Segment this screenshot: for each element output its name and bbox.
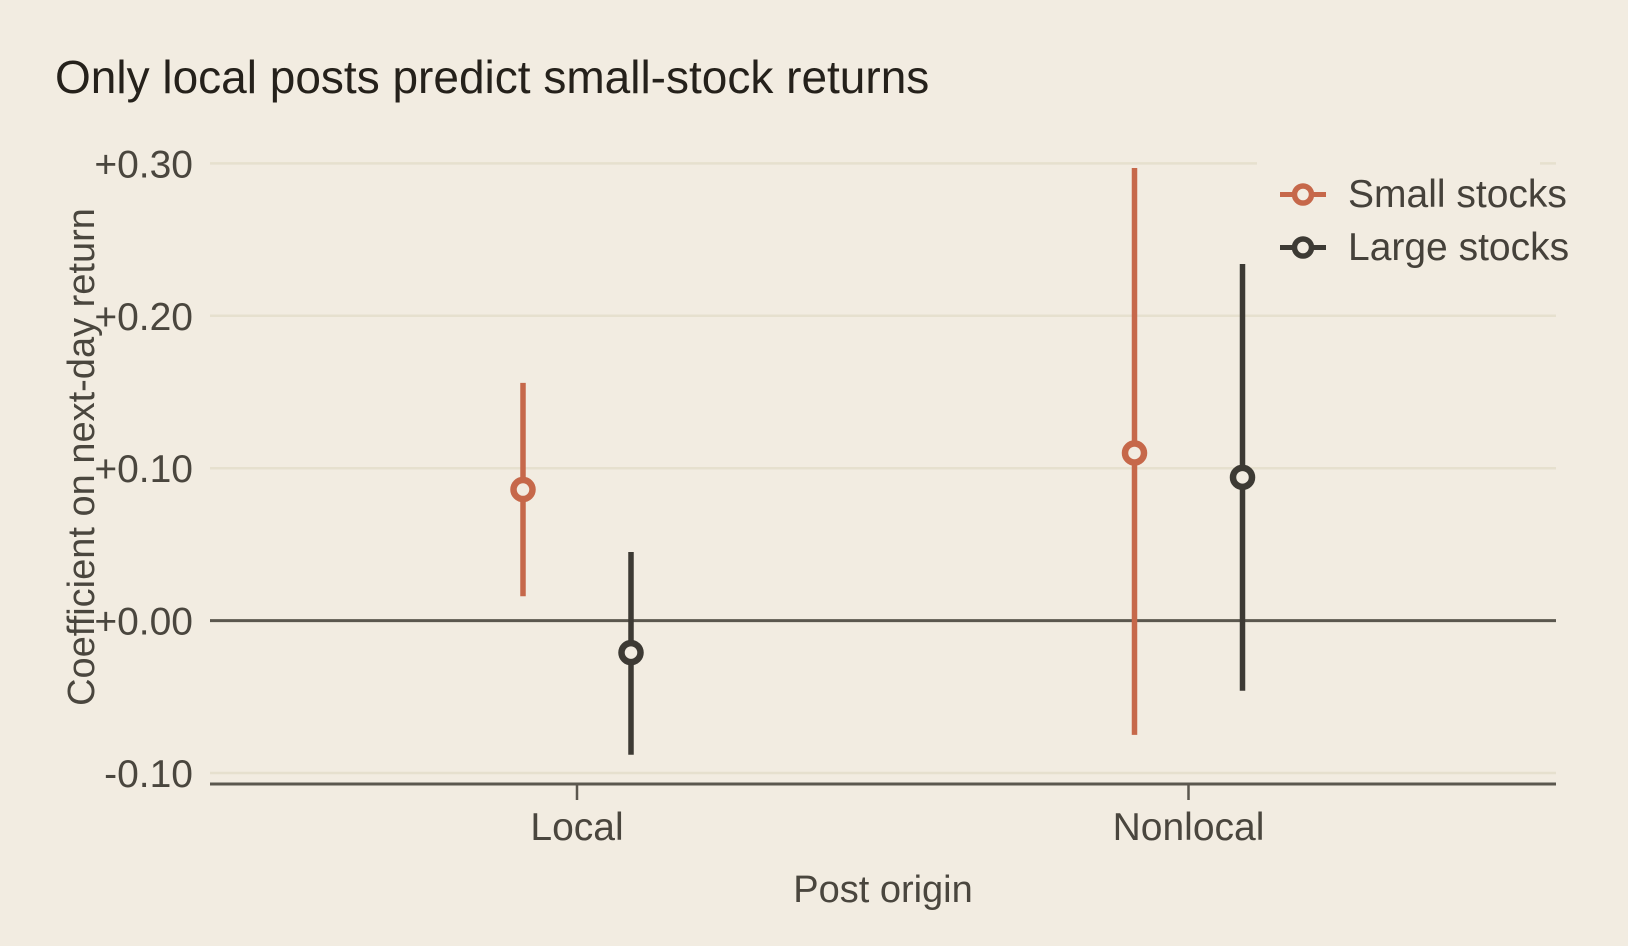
x-category-label: Local <box>530 806 623 849</box>
point-marker <box>510 476 536 503</box>
legend-item-small-stocks: Small stocks <box>1257 168 1567 221</box>
y-tick-label: +0.30 <box>94 143 193 186</box>
large-stocks-marker-icon <box>1280 236 1326 259</box>
legend-item-large-stocks: Large stocks <box>1257 221 1569 274</box>
small-stocks-marker-icon <box>1280 183 1326 206</box>
point-marker <box>618 639 644 666</box>
legend-item-label: Small stocks <box>1348 173 1567 216</box>
y-tick-label: +0.00 <box>94 601 193 644</box>
chart-title: Only local posts predict small-stock ret… <box>55 51 930 103</box>
point-marker <box>1121 440 1148 466</box>
y-tick-label: +0.20 <box>94 296 193 339</box>
x-axis-title: Post origin <box>793 869 973 911</box>
y-tick-label: -0.10 <box>104 753 193 796</box>
point-marker <box>1229 464 1256 491</box>
legend: Small stocks Large stocks <box>1257 152 1569 278</box>
y-tick-label: +0.10 <box>94 448 193 491</box>
x-category-label: Nonlocal <box>1113 806 1265 849</box>
legend-item-label: Large stocks <box>1348 226 1570 269</box>
